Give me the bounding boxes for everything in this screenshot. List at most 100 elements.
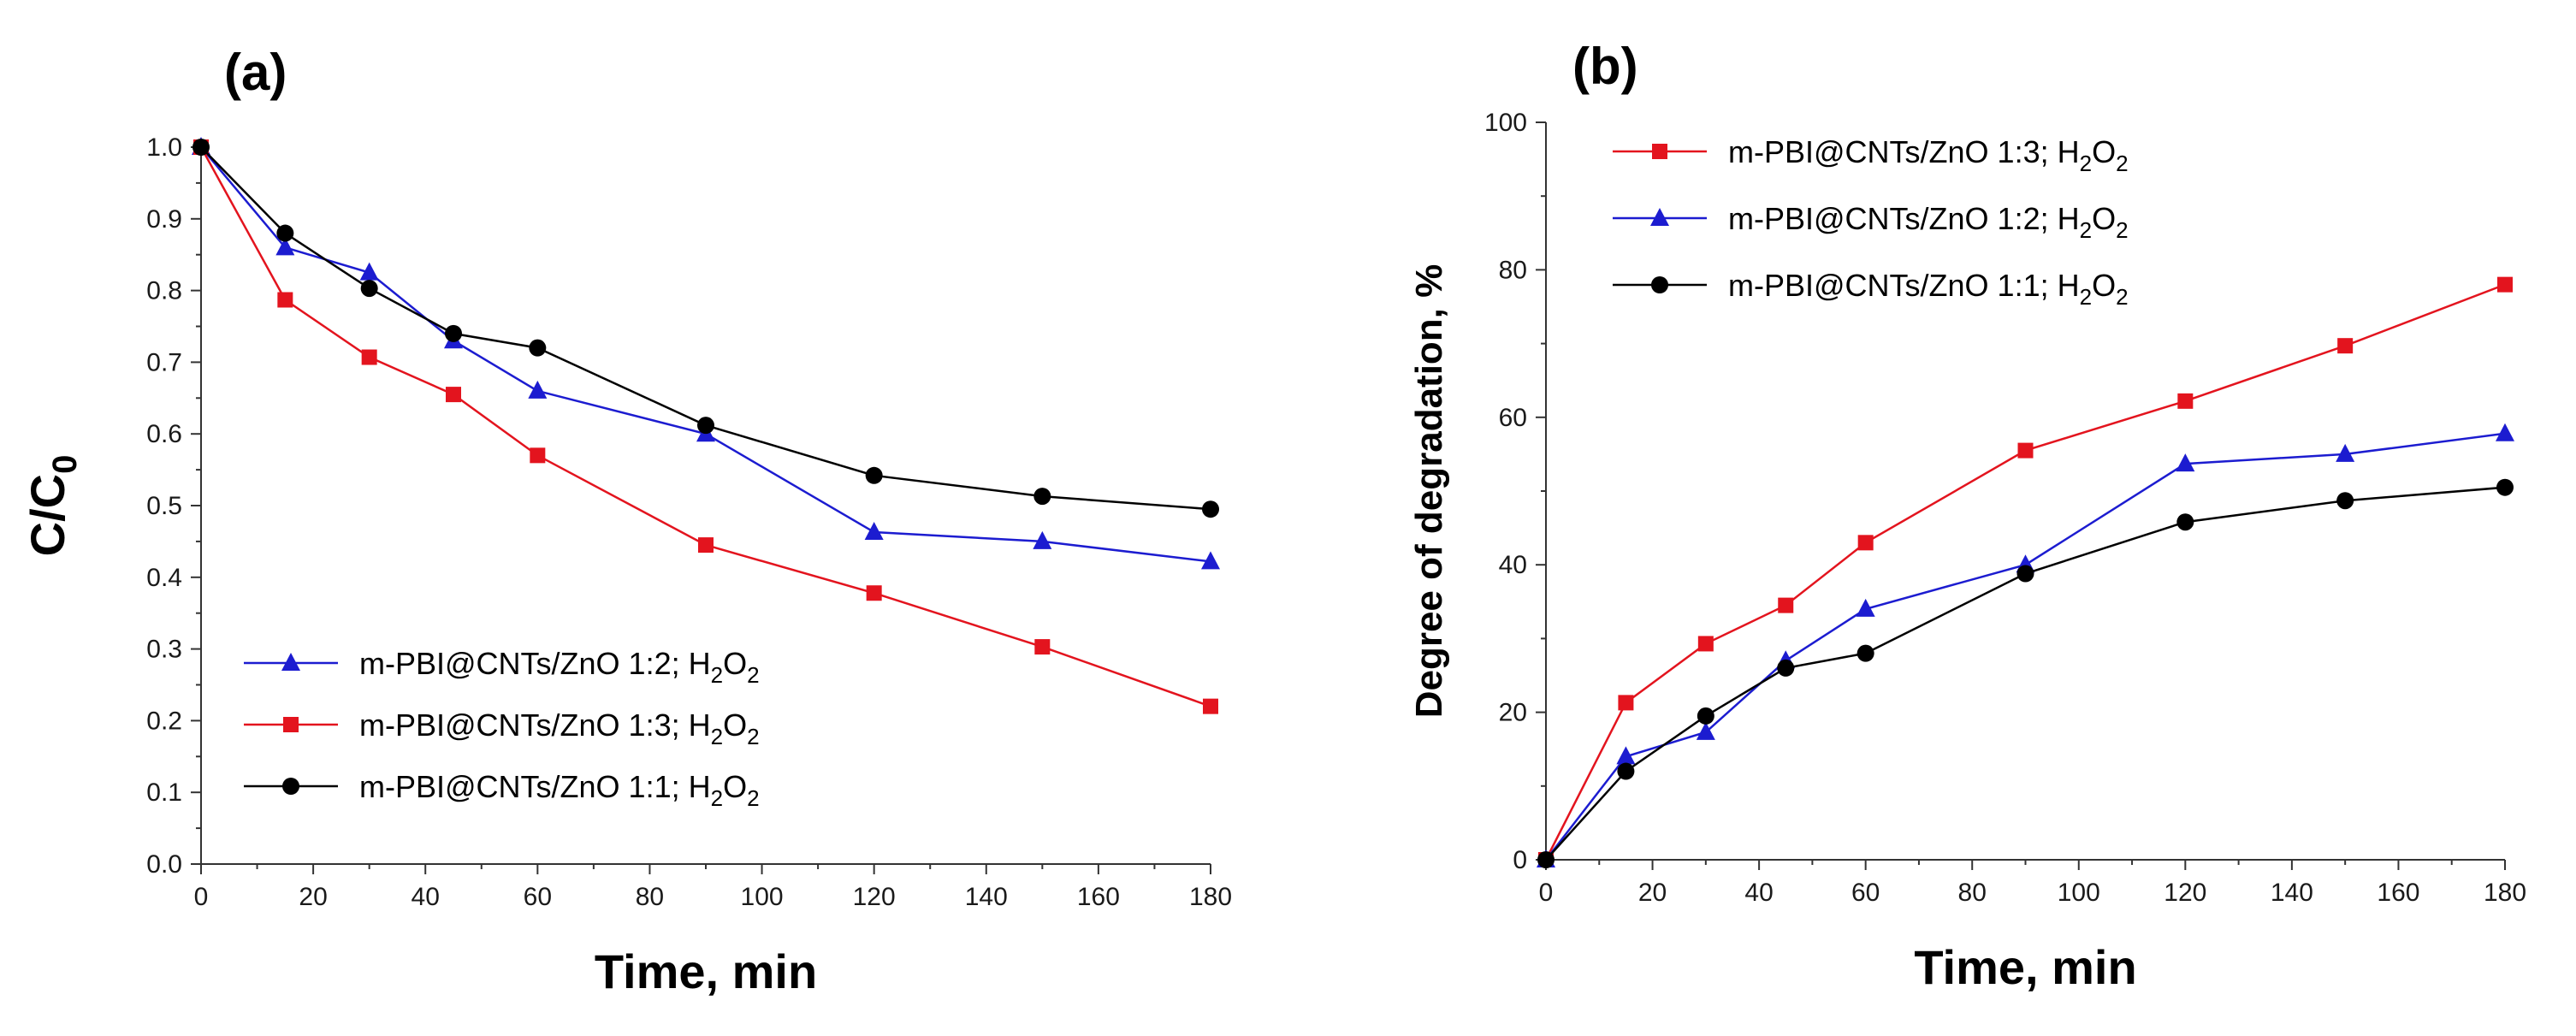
data-point <box>1202 500 1219 518</box>
data-point <box>2176 453 2195 472</box>
x-tick-label: 80 <box>636 883 664 911</box>
data-point <box>446 387 461 403</box>
legend-marker <box>1652 144 1667 159</box>
data-point <box>698 537 714 554</box>
y-tick-label: 0 <box>1513 846 1527 874</box>
series-1 <box>1537 423 2514 867</box>
data-point <box>1857 535 1874 551</box>
data-point <box>697 417 714 435</box>
x-tick-label: 0 <box>194 883 209 911</box>
panel-label: (a) <box>224 44 287 101</box>
x-tick-label: 140 <box>965 883 1008 911</box>
x-tick-label: 180 <box>2484 879 2526 907</box>
data-point <box>1697 707 1714 725</box>
data-point <box>2496 478 2514 496</box>
legend-label-1-0: m-PBI@CNTs/ZnO 1:3; H2O2 <box>1728 134 2129 176</box>
series-line <box>200 146 1211 563</box>
series-2 <box>192 139 1219 518</box>
x-tick-label: 100 <box>741 883 784 911</box>
data-point <box>1616 746 1636 765</box>
legend-marker <box>1650 208 1669 226</box>
data-point <box>530 447 546 464</box>
data-point <box>2336 492 2354 510</box>
y-tick-label: 0.3 <box>146 636 182 664</box>
data-point <box>1697 636 1714 652</box>
data-point <box>2496 423 2514 441</box>
data-point <box>1203 698 1218 714</box>
data-point <box>276 224 294 242</box>
data-point <box>528 380 548 399</box>
y-tick-label: 0.2 <box>146 707 182 735</box>
series-line <box>1545 486 2506 861</box>
y-tick-label: 100 <box>1484 109 1527 137</box>
legend-marker <box>283 717 299 732</box>
data-point <box>1033 530 1052 549</box>
data-point <box>2177 393 2194 409</box>
data-point <box>2176 513 2194 531</box>
legend-label-0-1: m-PBI@CNTs/ZnO 1:3; H2O2 <box>359 707 760 749</box>
data-point <box>529 339 547 357</box>
x-tick-label: 180 <box>1189 883 1232 911</box>
data-point <box>2497 276 2513 293</box>
legend-marker <box>281 653 300 671</box>
x-tick-label: 100 <box>2058 879 2100 907</box>
series-2 <box>1537 478 2514 868</box>
x-axis-title: Time, min <box>595 944 817 998</box>
legend-label-1-2: m-PBI@CNTs/ZnO 1:1; H2O2 <box>1728 268 2129 310</box>
y-tick-label: 0.5 <box>146 492 182 520</box>
x-tick-label: 20 <box>299 883 327 911</box>
legend-marker <box>1651 276 1668 293</box>
data-point <box>1618 695 1634 711</box>
x-tick-label: 120 <box>853 883 896 911</box>
series-line <box>200 146 1211 511</box>
data-point <box>277 292 293 308</box>
legend-label-0-2: m-PBI@CNTs/ZnO 1:1; H2O2 <box>359 769 760 811</box>
x-tick-label: 40 <box>412 883 440 911</box>
y-tick-label: 0.0 <box>146 850 182 879</box>
x-tick-label: 60 <box>524 883 552 911</box>
y-tick-label: 0.8 <box>146 277 182 305</box>
legend-label-0-0: m-PBI@CNTs/ZnO 1:2; H2O2 <box>359 646 760 688</box>
data-point <box>445 324 462 342</box>
series-0 <box>1538 276 2513 867</box>
legend-label-1-1: m-PBI@CNTs/ZnO 1:2; H2O2 <box>1728 201 2129 243</box>
data-point <box>359 262 379 281</box>
y-axis-title: C/C0 <box>21 455 84 557</box>
data-point <box>1033 488 1051 506</box>
x-tick-label: 160 <box>2377 879 2419 907</box>
y-tick-label: 80 <box>1499 256 1527 284</box>
data-point <box>1617 762 1635 780</box>
data-point <box>864 522 884 541</box>
legend: m-PBI@CNTs/ZnO 1:2; H2O2 m-PBI@CNTs/ZnO 1… <box>244 646 760 811</box>
y-tick-label: 60 <box>1499 404 1527 432</box>
panel-label: (b) <box>1572 38 1638 95</box>
y-tick-label: 20 <box>1499 699 1527 727</box>
y-tick-label: 0.4 <box>146 564 182 592</box>
data-point <box>1778 597 1794 613</box>
data-point <box>1856 598 1875 617</box>
data-point <box>2337 338 2354 354</box>
data-point <box>2017 442 2034 459</box>
y-tick-label: 0.9 <box>146 205 182 234</box>
data-point <box>2016 565 2034 583</box>
x-tick-label: 20 <box>1638 879 1667 907</box>
y-tick-label: 0.7 <box>146 348 182 376</box>
data-point <box>2336 443 2355 462</box>
x-tick-label: 160 <box>1077 883 1120 911</box>
data-point <box>1537 851 1554 868</box>
data-point <box>275 237 295 256</box>
data-point <box>360 280 378 298</box>
chart-panel-a: (a) 0 20 40 60 80 100 120 140 160 180 0.0 0.1 0.2 0.3 0… <box>21 44 1232 998</box>
y-tick-label: 1.0 <box>146 133 182 162</box>
chart-panel-b: (b) 0 20 40 60 80 100 120 140 160 180 0 20 40 60 80 100 T… <box>1408 38 2526 994</box>
x-tick-label: 120 <box>2164 879 2206 907</box>
x-tick-label: 60 <box>1851 879 1880 907</box>
y-axis-title: Degree of degradation, % <box>1408 264 1450 719</box>
legend-marker <box>282 778 299 795</box>
data-point <box>1777 659 1795 677</box>
legend: m-PBI@CNTs/ZnO 1:3; H2O2 m-PBI@CNTs/ZnO 1… <box>1613 134 2129 310</box>
data-point <box>1856 644 1874 662</box>
data-point <box>192 139 210 156</box>
data-point <box>1201 551 1220 570</box>
